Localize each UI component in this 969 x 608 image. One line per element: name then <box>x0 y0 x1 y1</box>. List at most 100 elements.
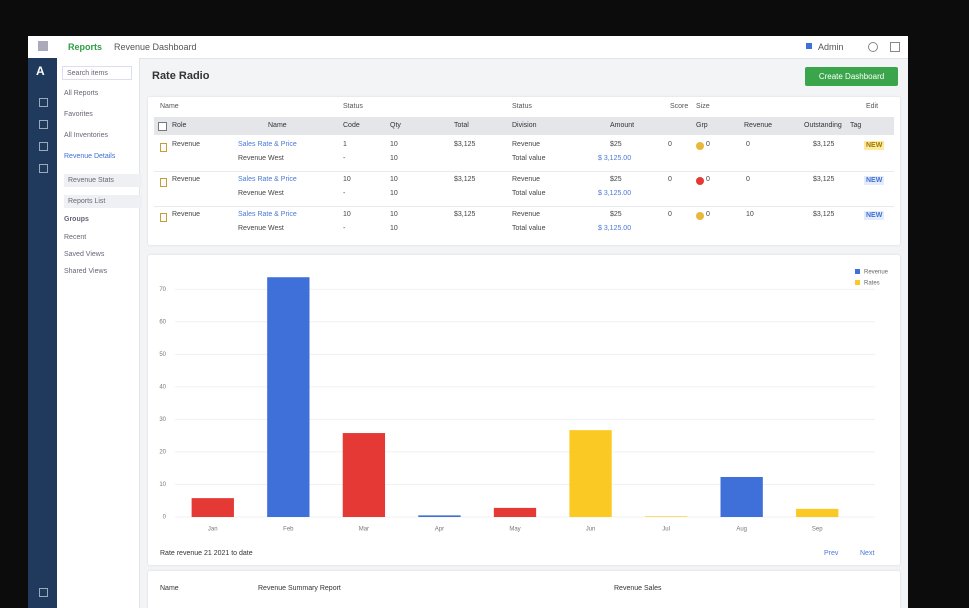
search-box[interactable]: Search items <box>62 66 132 80</box>
table-cell: 10 <box>390 225 398 232</box>
filter-label[interactable]: Status <box>343 103 363 110</box>
table-cell: Revenue <box>512 211 541 218</box>
table-cell: 10 <box>390 176 398 183</box>
table-cell: Revenue <box>172 176 201 183</box>
pager-link[interactable]: Next <box>860 550 874 557</box>
table-cell: 0 <box>706 176 710 183</box>
x-tick-label: Mar <box>359 527 369 533</box>
bar <box>342 433 386 517</box>
tag[interactable]: NEW <box>864 176 885 185</box>
column-header: Division <box>512 122 537 129</box>
legend-label: Rates <box>864 281 880 287</box>
filter-label[interactable]: Name <box>160 103 179 110</box>
table-cell: 10 <box>390 141 398 148</box>
table-card: Name Status Status Score Size Edit Role Name Cod… <box>148 97 900 245</box>
settings-icon[interactable] <box>890 42 900 52</box>
table-cell: $ 3,125.00 <box>598 155 632 162</box>
footnote: Rate revenue 21 2021 to date <box>160 550 253 557</box>
table-cell: $25 <box>610 211 622 218</box>
x-tick-label: Sep <box>812 527 823 533</box>
menu-icon[interactable] <box>38 41 48 51</box>
table-cell: Sales Rate & Price <box>238 211 297 218</box>
sidebar-item[interactable]: Saved Views <box>64 251 105 258</box>
x-tick-label: Jun <box>586 527 596 533</box>
column-header: Role <box>172 122 187 129</box>
column-header: Code <box>343 122 360 129</box>
table-cell: $ 3,125.00 <box>598 190 632 197</box>
chart-card: 0 10 20 30 40 50 60 70 Jan Feb Mar Apr May Jun Jul Aug S… <box>148 255 900 565</box>
row-icon[interactable] <box>160 178 167 187</box>
table-cell: 0 <box>668 141 672 148</box>
nav-icon[interactable] <box>39 120 48 129</box>
column-header: Outstanding <box>804 122 842 129</box>
table-cell: Revenue West <box>238 225 284 232</box>
sidebar-item[interactable]: All Inventories <box>64 132 108 139</box>
summary-label: Name <box>160 585 179 592</box>
app-name[interactable]: Reports <box>68 42 103 52</box>
filter-label[interactable]: Score <box>670 103 689 110</box>
row-icon[interactable] <box>160 213 167 222</box>
nav-icon[interactable] <box>39 164 48 173</box>
column-header: Grp <box>696 122 708 129</box>
row-icon[interactable] <box>160 143 167 152</box>
table-cell: $25 <box>610 176 622 183</box>
column-header: Total <box>454 122 469 129</box>
nav-icon[interactable] <box>39 142 48 151</box>
sidebar-item[interactable]: Recent <box>64 234 87 241</box>
tag[interactable]: NEW <box>864 211 885 220</box>
summary-card: Name Revenue Summary Report Revenue Sales <box>148 571 900 608</box>
x-tick-label: Feb <box>283 527 294 533</box>
filter-label[interactable]: Status <box>512 103 532 110</box>
logo[interactable]: A <box>36 64 45 78</box>
nav-icon[interactable] <box>39 588 48 597</box>
table-cell: $25 <box>610 141 622 148</box>
create-button[interactable]: Create Dashboard <box>805 67 898 86</box>
breadcrumb[interactable]: Revenue Dashboard <box>114 42 197 52</box>
nav-icon[interactable] <box>39 98 48 107</box>
table-cell: Revenue West <box>238 190 284 197</box>
y-tick-label: 50 <box>159 352 166 358</box>
table-cell: 10 <box>343 211 351 218</box>
sidebar-item[interactable]: Favorites <box>64 111 93 118</box>
column-header: Amount <box>610 122 635 129</box>
x-tick-label: Aug <box>736 527 747 533</box>
sidebar-item[interactable]: Shared Views <box>64 268 108 275</box>
bar <box>418 515 461 517</box>
bar <box>493 507 537 517</box>
legend-swatch <box>855 280 860 285</box>
sidebar-item[interactable]: All Reports <box>64 90 99 97</box>
status-icon <box>696 177 704 185</box>
table-cell: 10 <box>390 155 398 162</box>
table-cell: Total value <box>512 190 546 197</box>
sidebar-item[interactable]: Revenue Details <box>64 153 116 160</box>
y-tick-label: 30 <box>159 417 166 423</box>
pager-link[interactable]: Prev <box>824 550 839 557</box>
sidebar-item[interactable]: Revenue Stats <box>64 174 142 187</box>
checkbox[interactable] <box>158 122 167 131</box>
table-cell: $3,125 <box>813 176 835 183</box>
table-cell: Revenue <box>172 211 201 218</box>
row-divider <box>154 171 894 172</box>
y-tick-label: 40 <box>159 384 166 390</box>
table-cell: Revenue West <box>238 155 284 162</box>
table-cell: Revenue <box>172 141 201 148</box>
table-cell: 0 <box>668 211 672 218</box>
table-cell: Total value <box>512 155 546 162</box>
filter-label[interactable]: Size <box>696 103 710 110</box>
y-tick-label: 20 <box>159 450 166 456</box>
table-cell: 0 <box>746 141 750 148</box>
table-cell: Revenue <box>512 141 541 148</box>
help-icon[interactable] <box>868 42 878 52</box>
tag[interactable]: NEW <box>864 141 885 150</box>
filter-label[interactable]: Edit <box>866 103 879 110</box>
table-cell: Sales Rate & Price <box>238 176 297 183</box>
table-cell: 0 <box>668 176 672 183</box>
y-tick-label: 0 <box>163 515 167 521</box>
table-cell: $3,125 <box>813 211 835 218</box>
table-cell: 0 <box>706 211 710 218</box>
table-cell: - <box>343 225 346 232</box>
sidebar-item[interactable]: Reports List <box>64 195 142 208</box>
x-tick-label: May <box>509 527 520 533</box>
user[interactable]: Admin <box>818 42 844 52</box>
